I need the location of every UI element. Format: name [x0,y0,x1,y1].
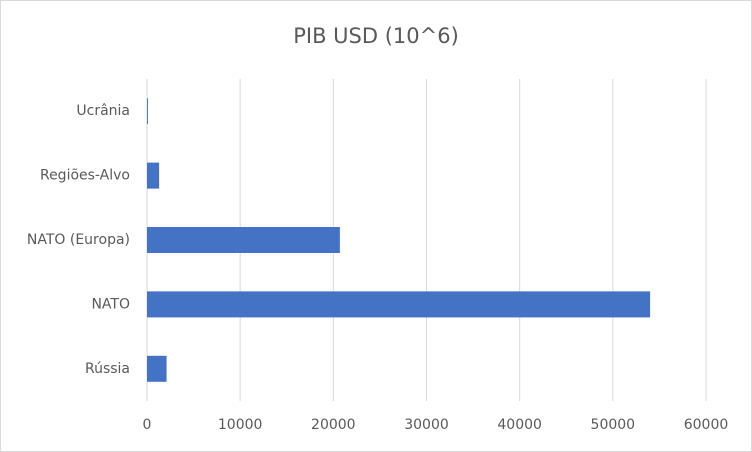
bar [147,291,651,318]
x-tick-label: 40000 [497,417,542,433]
x-tick-label: 30000 [404,417,449,433]
y-tick-label: Regiões-Alvo [40,168,130,184]
x-tick-label: 0 [143,417,152,433]
x-tick-label: 20000 [311,417,356,433]
y-tick-label: Ucrânia [76,103,130,119]
chart-title: PIB USD (10^6) [293,24,459,48]
y-tick-label: Rússia [85,361,130,377]
x-tick-label: 50000 [591,417,636,433]
bar [147,98,148,125]
bar [147,355,167,382]
y-tick-label: NATO (Europa) [27,232,130,248]
bar [147,227,340,253]
y-tick-label: NATO [91,296,130,312]
x-tick-label: 60000 [684,417,729,433]
bar [147,162,160,189]
x-tick-label: 10000 [218,417,263,433]
